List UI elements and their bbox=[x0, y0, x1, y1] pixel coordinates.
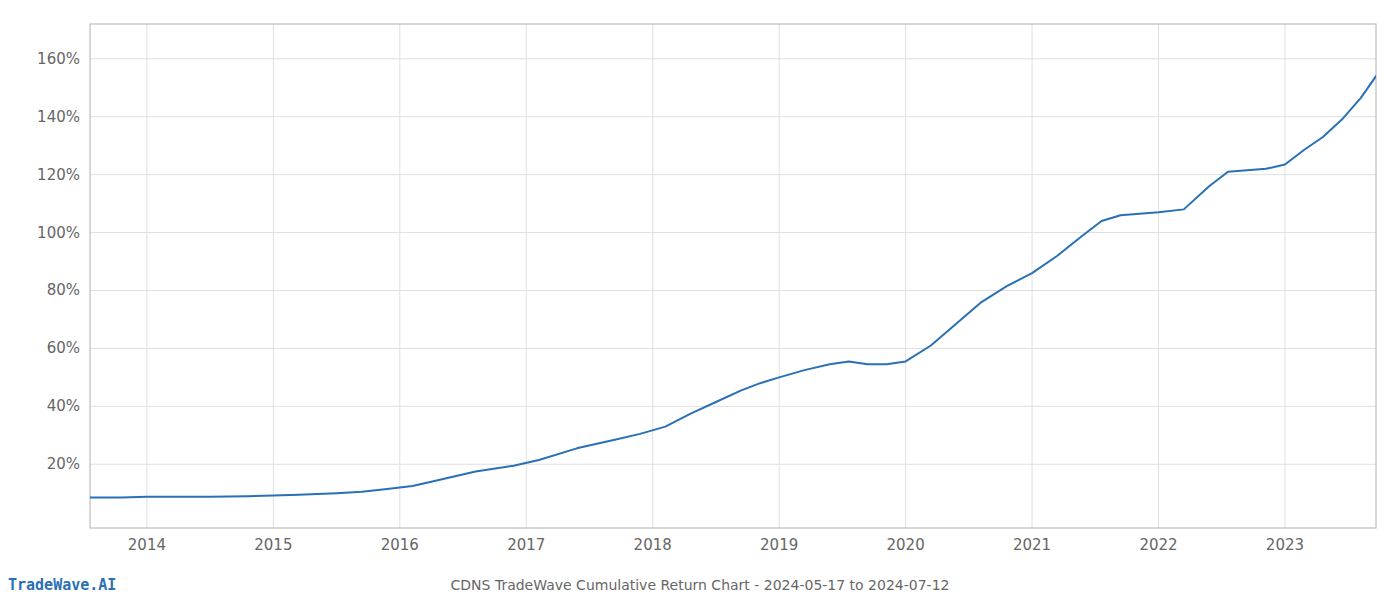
axes: 2014 2015 2016 2017 2018 2019 2020 2021 2022 2023… bbox=[37, 24, 1376, 554]
y-grid-line bbox=[90, 290, 1376, 291]
plot-area bbox=[90, 76, 1376, 497]
y-tick-label: 160% bbox=[37, 50, 80, 68]
x-tick-label: 2020 bbox=[887, 536, 925, 554]
x-grid-line bbox=[1284, 24, 1285, 528]
chart: 2014 2015 2016 2017 2018 2019 2020 2021 2022 2023… bbox=[0, 0, 1400, 600]
x-grid-line bbox=[652, 24, 653, 528]
title: CDNS TradeWave Cumulative Return Chart -… bbox=[451, 577, 950, 593]
y-grid-line bbox=[90, 348, 1376, 349]
x-grid-line bbox=[905, 24, 906, 528]
y-grid-line bbox=[90, 174, 1376, 175]
x-grid-line bbox=[526, 24, 527, 528]
y-tick-label: 40% bbox=[47, 397, 80, 415]
x-tick-label: 2016 bbox=[381, 536, 419, 554]
y-tick-label: 140% bbox=[37, 108, 80, 126]
x-tick-label: 2023 bbox=[1266, 536, 1304, 554]
grid bbox=[90, 24, 1376, 528]
watermark: TradeWave.AI bbox=[8, 576, 116, 594]
line bbox=[90, 76, 1376, 497]
x-tick-label: 2021 bbox=[1013, 536, 1051, 554]
y-tick-label: 20% bbox=[47, 455, 80, 473]
x-tick-label: 2017 bbox=[507, 536, 545, 554]
x-tick-label: 2022 bbox=[1139, 536, 1177, 554]
y-grid-line bbox=[90, 58, 1376, 59]
x-tick-label: 2018 bbox=[634, 536, 672, 554]
x-tick-label: 2015 bbox=[254, 536, 292, 554]
x-tick-label: 2014 bbox=[128, 536, 166, 554]
y-grid-line bbox=[90, 232, 1376, 233]
y-tick-label: 120% bbox=[37, 166, 80, 184]
x-grid-line bbox=[1158, 24, 1159, 528]
y-tick-label: 100% bbox=[37, 224, 80, 242]
x-grid-line bbox=[779, 24, 780, 528]
plot-frame bbox=[90, 24, 1376, 528]
y-grid-line bbox=[90, 116, 1376, 117]
y-tick-label: 60% bbox=[47, 339, 80, 357]
x-grid-line bbox=[1032, 24, 1033, 528]
x-grid-line bbox=[146, 24, 147, 528]
x-grid-line bbox=[399, 24, 400, 528]
y-grid-line bbox=[90, 406, 1376, 407]
x-tick-label: 2019 bbox=[760, 536, 798, 554]
y-tick-label: 80% bbox=[47, 281, 80, 299]
x-grid-line bbox=[273, 24, 274, 528]
y-grid-line bbox=[90, 464, 1376, 465]
